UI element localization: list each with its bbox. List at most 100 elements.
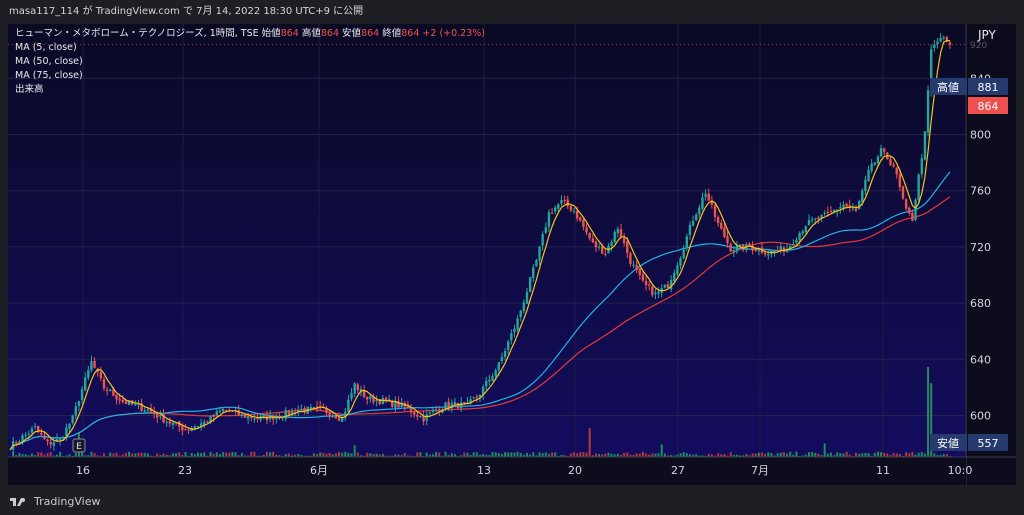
volume-bar [206, 455, 209, 457]
legend-ma5[interactable]: MA (5, close) [15, 42, 77, 53]
last-price-value: 864 [978, 100, 999, 113]
candle-body [679, 258, 682, 266]
candle-body [193, 426, 197, 429]
candle-body [720, 222, 723, 229]
low-price-tag: 安値 557 [930, 434, 1008, 451]
candle-body [24, 434, 27, 436]
volume-bar [272, 451, 275, 457]
volume-bar [757, 452, 760, 457]
candle-body [475, 396, 479, 398]
candle-body [46, 439, 49, 442]
candle-body [165, 422, 168, 424]
candle-body [776, 250, 779, 252]
volume-bar [541, 453, 544, 457]
legend-volume[interactable]: 出来高 [15, 84, 44, 95]
candle-body [632, 264, 635, 266]
volume-bar [68, 454, 71, 457]
volume-bar [388, 455, 391, 457]
volume-bar [720, 454, 723, 457]
candle-body [137, 404, 140, 406]
candle-body [601, 246, 604, 254]
candle-body [309, 407, 312, 409]
candle-body [757, 248, 761, 252]
candle-body [102, 379, 106, 389]
volume-bar [312, 453, 315, 457]
volume-bar [494, 452, 497, 457]
volume-bar [74, 452, 77, 457]
candle-body [870, 163, 873, 171]
legend-low-value: 864 [361, 28, 380, 39]
volume-bar [300, 455, 303, 457]
candle-body [575, 211, 579, 219]
candle-body [591, 238, 594, 243]
candle-body [84, 377, 87, 391]
volume-bar [24, 454, 27, 457]
candle-body [629, 253, 632, 264]
volume-bar [588, 428, 591, 457]
candle-body [18, 441, 21, 444]
volume-bar [485, 454, 488, 457]
legend-ma75[interactable]: MA (75, close) [15, 70, 83, 81]
volume-bar [620, 454, 622, 457]
candle-body [253, 418, 256, 420]
volume-bar [40, 452, 43, 457]
footer-brand[interactable]: TradingView [34, 495, 101, 508]
candle-body [225, 409, 228, 411]
candle-body [579, 217, 582, 221]
candle-body [312, 407, 316, 409]
candle-body [27, 433, 30, 435]
volume-bar [65, 455, 68, 457]
volume-bar [197, 452, 199, 457]
candle-body [33, 426, 37, 428]
candle-body [525, 291, 529, 304]
price-chart[interactable]: JPY 920840800760720680640600 16236月13202… [8, 24, 1016, 485]
tradingview-logo-icon[interactable] [10, 496, 28, 508]
candle-body [669, 280, 673, 290]
legend-ma50[interactable]: MA (50, close) [15, 56, 83, 67]
candle-body [391, 400, 394, 407]
volume-bar [544, 452, 547, 457]
legend-title: ヒューマン・メタボローム・テクノロジーズ, 1時間, TSE [15, 28, 259, 39]
candle-body [572, 210, 576, 212]
candle-body [619, 229, 623, 238]
volume-bar [137, 452, 140, 457]
candle-body [610, 241, 613, 246]
volume-bar [829, 452, 832, 457]
candle-body [864, 179, 867, 192]
candle-body [742, 244, 745, 250]
volume-bar [770, 453, 773, 457]
candle-body [90, 361, 93, 371]
legend-symbol-row: ヒューマン・メタボローム・テクノロジーズ, 1時間, TSE 始値864 高値8… [15, 27, 485, 41]
volume-bar [704, 455, 707, 457]
candle-body [663, 284, 667, 288]
candle-body [143, 410, 146, 412]
time-tick-label: 27 [671, 464, 685, 477]
volume-bar [714, 455, 716, 457]
candle-body [557, 204, 560, 209]
candle-body [331, 415, 334, 417]
legend-high-label: 高値 [301, 28, 321, 39]
volume-bar [124, 452, 127, 457]
candle-body [303, 408, 306, 413]
time-tick-label: 7月 [751, 464, 769, 477]
volume-bar [488, 454, 491, 457]
candle-body [904, 199, 908, 209]
price-tick-label: 600 [970, 410, 991, 423]
volume-bar [516, 451, 519, 457]
volume-bar [422, 455, 425, 457]
volume-bar [353, 445, 356, 457]
volume-bar [244, 455, 246, 457]
candle-body [375, 400, 378, 402]
volume-bar [103, 453, 105, 457]
volume-bar [914, 454, 917, 457]
candle-body [134, 404, 137, 406]
volume-bar [331, 454, 334, 457]
candle-body [789, 245, 792, 250]
volume-bar [187, 455, 190, 457]
earnings-marker[interactable]: E [72, 438, 86, 453]
volume-bar [18, 453, 21, 457]
candle-body [801, 231, 804, 234]
volume-bar [363, 455, 366, 457]
chart-frame[interactable]: JPY 920840800760720680640600 16236月13202… [8, 24, 1016, 485]
volume-bar [435, 452, 438, 457]
